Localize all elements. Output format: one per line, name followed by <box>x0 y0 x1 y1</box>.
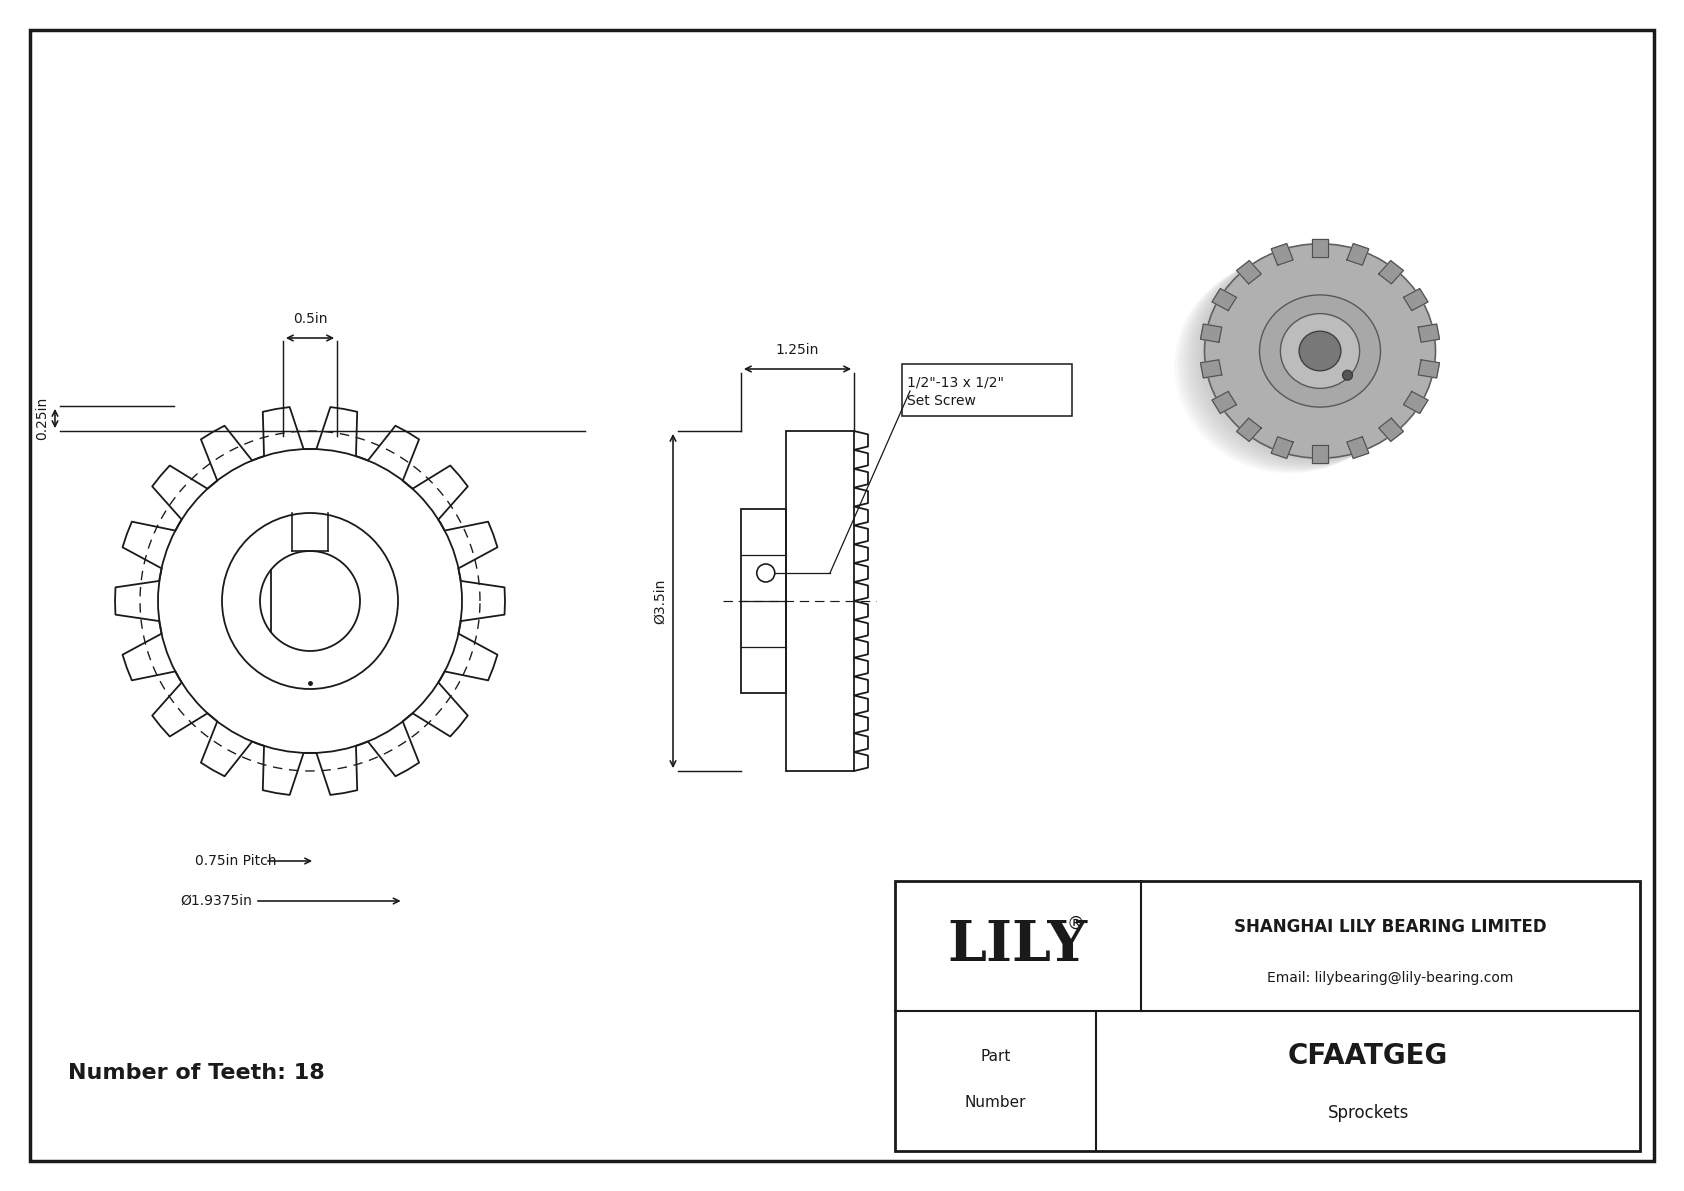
Text: Number of Teeth: 18: Number of Teeth: 18 <box>67 1064 325 1083</box>
Text: 1/2"-13 x 1/2": 1/2"-13 x 1/2" <box>908 376 1004 389</box>
Polygon shape <box>1347 244 1369 266</box>
Polygon shape <box>1271 437 1293 459</box>
Ellipse shape <box>1260 295 1381 407</box>
Bar <box>741 510 786 693</box>
Ellipse shape <box>1184 254 1415 469</box>
Ellipse shape <box>1180 256 1411 470</box>
Text: 1.25in: 1.25in <box>776 343 818 357</box>
Circle shape <box>1342 370 1352 380</box>
Ellipse shape <box>1196 248 1426 463</box>
Bar <box>903 364 1073 416</box>
Polygon shape <box>1212 288 1236 311</box>
Polygon shape <box>1212 392 1236 413</box>
Ellipse shape <box>1199 247 1430 461</box>
Text: SHANGHAI LILY BEARING LIMITED: SHANGHAI LILY BEARING LIMITED <box>1234 918 1546 936</box>
Polygon shape <box>1201 324 1223 342</box>
Text: ®: ® <box>1068 915 1084 933</box>
Polygon shape <box>1379 261 1403 283</box>
Bar <box>894 881 1640 1151</box>
Text: Sprockets: Sprockets <box>1327 1104 1410 1122</box>
Polygon shape <box>1236 261 1261 283</box>
Text: CFAATGEG: CFAATGEG <box>1288 1042 1448 1071</box>
Polygon shape <box>1271 244 1293 266</box>
Polygon shape <box>1236 418 1261 442</box>
Polygon shape <box>1418 324 1440 342</box>
Text: 0.75in Pitch: 0.75in Pitch <box>195 854 276 868</box>
Text: Email: lilybearing@lily-bearing.com: Email: lilybearing@lily-bearing.com <box>1268 971 1514 985</box>
Text: Number: Number <box>965 1095 1026 1110</box>
Text: Set Screw: Set Screw <box>908 394 975 409</box>
Ellipse shape <box>1189 251 1421 466</box>
Polygon shape <box>1201 360 1223 378</box>
Ellipse shape <box>1174 258 1406 473</box>
Polygon shape <box>1403 288 1428 311</box>
Ellipse shape <box>1204 244 1435 459</box>
Ellipse shape <box>1177 257 1408 472</box>
Ellipse shape <box>1187 252 1418 467</box>
Polygon shape <box>1403 392 1428 413</box>
Ellipse shape <box>1201 245 1433 460</box>
Ellipse shape <box>1280 313 1359 388</box>
Polygon shape <box>1418 360 1440 378</box>
Polygon shape <box>1312 239 1329 257</box>
Text: 0.25in: 0.25in <box>35 397 49 441</box>
Text: Ø1.9375in: Ø1.9375in <box>180 894 253 908</box>
Bar <box>786 431 854 771</box>
Ellipse shape <box>1192 250 1423 464</box>
Text: Part: Part <box>980 1049 1010 1064</box>
Text: Ø3.5in: Ø3.5in <box>653 579 667 624</box>
Polygon shape <box>1347 437 1369 459</box>
Text: 0.5in: 0.5in <box>293 312 327 326</box>
Text: LILY: LILY <box>948 918 1088 973</box>
Polygon shape <box>1312 445 1329 462</box>
Polygon shape <box>1379 418 1403 442</box>
Ellipse shape <box>1298 331 1340 370</box>
